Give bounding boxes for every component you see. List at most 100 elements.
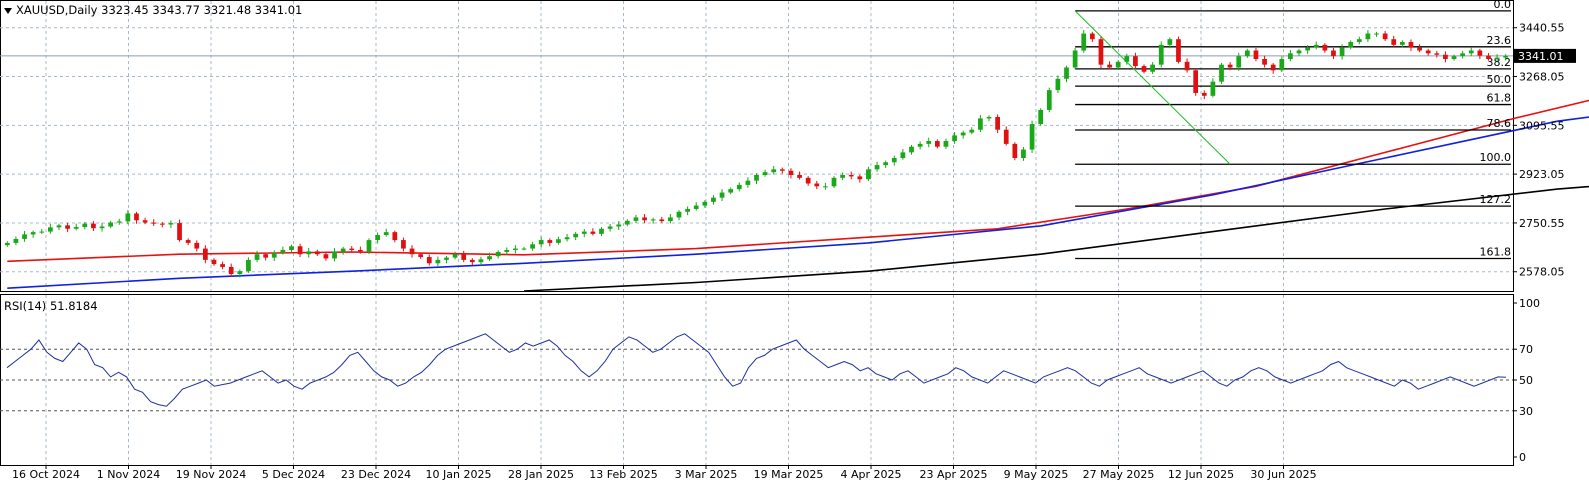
candle-bull	[719, 192, 725, 198]
candle-bear	[857, 176, 863, 180]
rsi-header: RSI(14) 51.8184	[4, 299, 98, 313]
candle-bull	[125, 213, 131, 222]
candle-bull	[581, 231, 587, 234]
fib-level-label: 61.8	[1487, 92, 1512, 105]
x-tick-label: 23 Apr 2025	[919, 468, 987, 481]
candle-bull	[1124, 56, 1130, 62]
moving-average-black	[523, 185, 1589, 292]
candle-bear	[1176, 39, 1181, 62]
rsi-y-tick-label: 30	[1519, 405, 1533, 418]
candle-bear	[1193, 70, 1199, 93]
fib-level-label: 127.2	[1480, 193, 1512, 206]
candle-bull	[1244, 50, 1250, 57]
candle-bull	[754, 175, 759, 181]
fib-layer: 0.0 23.6 38.2 50.0 61.8 78.6 100.0 127.2 161.8	[1074, 0, 1512, 260]
candle-bear	[1434, 53, 1440, 55]
collapse-triangle-icon[interactable]	[4, 7, 12, 14]
candle-bear	[1408, 42, 1414, 48]
candle-bull	[573, 233, 579, 238]
candle-bull	[1046, 90, 1052, 110]
candle-bear	[1425, 50, 1431, 54]
candle-bear	[1201, 92, 1207, 96]
fib-level-label: 50.0	[1487, 73, 1512, 86]
candle-bear	[659, 219, 665, 222]
candle-bull	[1158, 44, 1164, 65]
candle-bull	[1356, 39, 1362, 43]
candle-bear	[418, 254, 424, 258]
candle-bull	[831, 177, 837, 187]
candle-bull	[1064, 67, 1069, 79]
candle-bull	[521, 248, 527, 250]
x-tick-label: 23 Dec 2024	[341, 468, 411, 481]
current-price-label: 3341.01	[1518, 50, 1564, 63]
candle-bear	[220, 264, 225, 267]
candle-bull	[383, 232, 389, 235]
fib-level-label: 78.6	[1487, 117, 1512, 130]
main-panel[interactable]	[0, 0, 1514, 292]
candle-bear	[1331, 50, 1336, 57]
rsi-y-tick-label: 70	[1519, 343, 1533, 356]
candle-bull	[840, 175, 845, 178]
candle-bull	[1365, 33, 1371, 40]
candle-bull	[1115, 61, 1121, 68]
candle-bear	[65, 225, 70, 229]
candle-bull	[952, 135, 957, 142]
candle-bear	[797, 175, 802, 178]
candle-bear	[848, 175, 854, 177]
candle-bear	[934, 141, 940, 147]
x-tick-label: 10 Jan 2025	[426, 468, 492, 481]
candle-bull	[702, 201, 708, 206]
candle-bull	[116, 221, 122, 223]
candle-bull	[823, 186, 828, 188]
candle-bull	[762, 172, 768, 175]
candle-bull	[668, 217, 673, 222]
candle-bull	[444, 257, 449, 260]
candle-bull	[513, 248, 518, 250]
candle-bear	[203, 248, 208, 260]
rsi-y-tick-label: 100	[1519, 297, 1540, 310]
x-tick-label: 19 Nov 2024	[176, 468, 246, 481]
candle-bear	[1270, 64, 1276, 71]
x-tick-label: 1 Nov 2024	[97, 468, 160, 481]
candle-bull	[289, 246, 294, 250]
candle-bear	[461, 254, 467, 260]
candle-bear	[1391, 39, 1397, 45]
y-tick-label: 3095.55	[1519, 119, 1565, 132]
ma-layer	[7, 99, 1589, 292]
candle-bull	[99, 226, 105, 229]
candle-bull	[1210, 81, 1216, 96]
x-tick-label: 13 Feb 2025	[589, 468, 657, 481]
moving-average-blue	[7, 116, 1589, 289]
fib-level-label: 23.6	[1487, 34, 1512, 47]
candle-bear	[995, 117, 1000, 130]
candle-bull	[1348, 42, 1354, 48]
candle-bull	[900, 152, 906, 159]
candle-bear	[1262, 59, 1267, 65]
candle-bull	[745, 180, 751, 185]
candle-bear	[323, 254, 329, 259]
candle-bull	[556, 239, 561, 243]
candle-bull	[1468, 50, 1474, 54]
x-tick-label: 19 Mar 2025	[754, 468, 824, 481]
rsi-line	[6, 333, 1507, 407]
candle-bear	[134, 213, 139, 221]
candle-bull	[771, 169, 777, 173]
candle-bull	[254, 254, 260, 260]
candle-bull	[564, 237, 570, 240]
candle-bear	[642, 217, 647, 221]
candle-bear	[211, 259, 217, 265]
candle-bull	[237, 271, 243, 275]
candle-bear	[1253, 50, 1259, 59]
candle-bear	[1098, 39, 1104, 65]
rsi-y-tick-label: 0	[1519, 451, 1526, 464]
fib-level-label: 0.0	[1494, 0, 1512, 11]
candle-bull	[1374, 33, 1379, 35]
y-tick-label: 2923.05	[1519, 168, 1565, 181]
candle-bull	[530, 244, 535, 249]
y-tick-label: 2578.05	[1519, 266, 1565, 279]
candle-bull	[874, 165, 880, 170]
candle-bull	[478, 259, 484, 263]
x-tick-label: 9 May 2025	[1004, 468, 1069, 481]
